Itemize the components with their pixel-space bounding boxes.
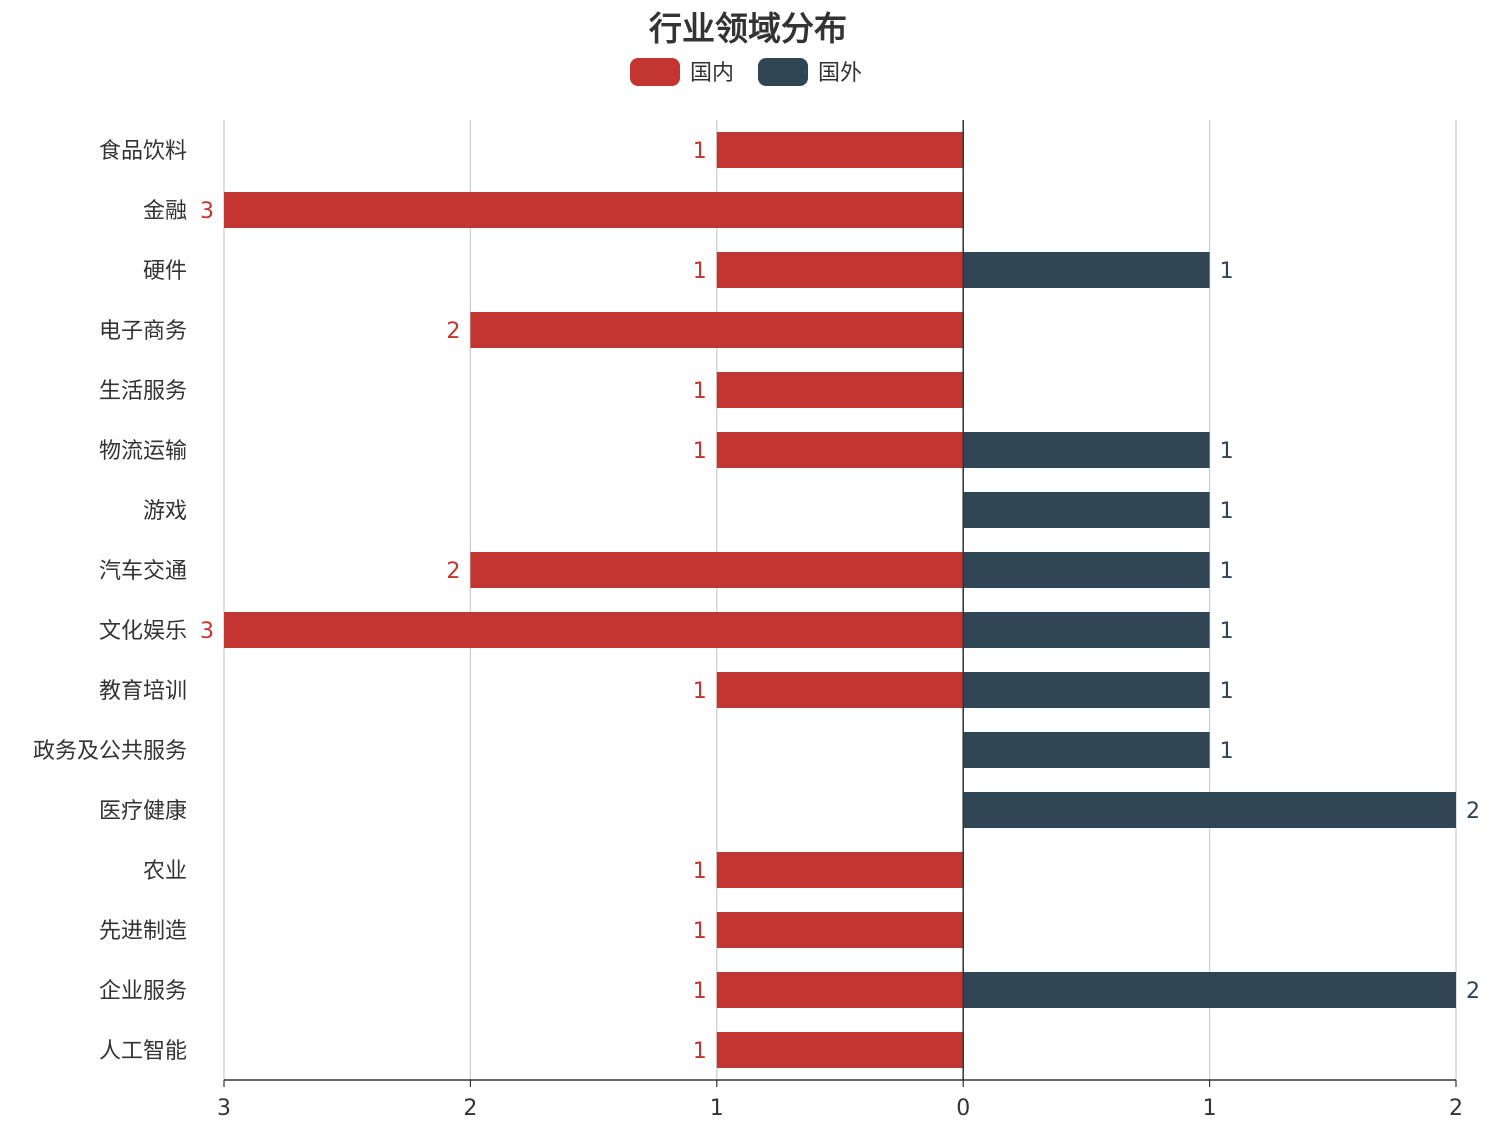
legend-label: 国内: [690, 61, 734, 86]
category-label: 金融: [143, 199, 187, 224]
category-label: 农业: [143, 859, 187, 884]
bar-domestic: [716, 132, 964, 168]
bar-domestic: [716, 372, 964, 408]
axes: 3 2 1 0 1 2: [217, 120, 1463, 1121]
x-tick-label: 2: [463, 1096, 477, 1121]
bar-value-label: 2: [1466, 799, 1480, 824]
category-label: 游戏: [143, 499, 187, 524]
bar-value-label: 1: [693, 439, 707, 464]
legend-swatch: [758, 58, 808, 86]
x-tick-label: 2: [1449, 1096, 1463, 1121]
bar-value-label: 1: [693, 679, 707, 704]
bar-domestic: [716, 1032, 964, 1068]
bar-domestic: [716, 912, 964, 948]
bar-value-label: 1: [693, 379, 707, 404]
bar-value-label: 1: [1220, 499, 1234, 524]
category-label: 生活服务: [99, 379, 187, 404]
legend-swatch: [630, 58, 680, 86]
bar-value-label: 1: [1220, 739, 1234, 764]
x-tick-label: 1: [1203, 1096, 1217, 1121]
bar-foreign: [963, 732, 1210, 768]
x-tick-label: 3: [217, 1096, 231, 1121]
bar-value-label: 1: [1220, 259, 1234, 284]
category-label: 硬件: [143, 259, 187, 284]
bar-value-label: 2: [1466, 979, 1480, 1004]
legend-label: 国外: [818, 61, 862, 86]
bar-value-label: 1: [1220, 559, 1234, 584]
bar-value-label: 1: [1220, 679, 1234, 704]
category-label: 政务及公共服务: [33, 739, 187, 764]
bar-domestic: [470, 312, 964, 348]
bar-value-label: 3: [200, 199, 214, 224]
bar-value-label: 2: [446, 559, 460, 584]
bar-foreign: [963, 672, 1210, 708]
bar-value-label: 1: [693, 1039, 707, 1064]
bar-foreign: [963, 792, 1456, 828]
category-label: 人工智能: [99, 1039, 187, 1064]
bar-value-label: 1: [693, 859, 707, 884]
bars: [224, 132, 1456, 1068]
bar-value-label: 1: [693, 979, 707, 1004]
bar-foreign: [963, 552, 1210, 588]
bar-value-label: 2: [446, 319, 460, 344]
bar-value-label: 1: [1220, 439, 1234, 464]
category-label: 电子商务: [99, 319, 187, 344]
labels: 1 3 1 2 1 1 2 3 1 1 1 1 1 1 1 1 1 1 1 1 2 2 食品饮料金融硬件电子商务生活服务物流…: [33, 139, 1480, 1064]
category-label: 教育培训: [99, 679, 187, 704]
bar-domestic: [224, 192, 964, 228]
bar-domestic: [716, 252, 964, 288]
bar-domestic: [224, 612, 964, 648]
bar-domestic: [716, 972, 964, 1008]
category-label: 企业服务: [99, 979, 187, 1004]
bar-domestic: [716, 672, 964, 708]
category-label: 食品饮料: [99, 139, 187, 164]
category-label: 文化娱乐: [99, 619, 187, 644]
legend: 国内 国外: [630, 58, 862, 86]
bar-value-label: 1: [693, 259, 707, 284]
x-tick-label: 1: [710, 1096, 724, 1121]
category-label: 物流运输: [99, 439, 187, 464]
bar-domestic: [716, 432, 964, 468]
bar-value-label: 1: [693, 139, 707, 164]
bar-foreign: [963, 612, 1210, 648]
bar-domestic: [470, 552, 964, 588]
bar-foreign: [963, 492, 1210, 528]
bar-foreign: [963, 972, 1456, 1008]
category-label: 汽车交通: [99, 559, 187, 584]
bar-value-label: 1: [693, 919, 707, 944]
bar-value-label: 1: [1220, 619, 1234, 644]
bar-domestic: [716, 852, 964, 888]
bar-value-label: 3: [200, 619, 214, 644]
category-label: 医疗健康: [99, 799, 187, 824]
chart-title: 行业领域分布: [648, 9, 847, 48]
bar-foreign: [963, 252, 1210, 288]
category-label: 先进制造: [99, 919, 187, 944]
x-tick-label: 0: [956, 1096, 970, 1121]
bar-foreign: [963, 432, 1210, 468]
